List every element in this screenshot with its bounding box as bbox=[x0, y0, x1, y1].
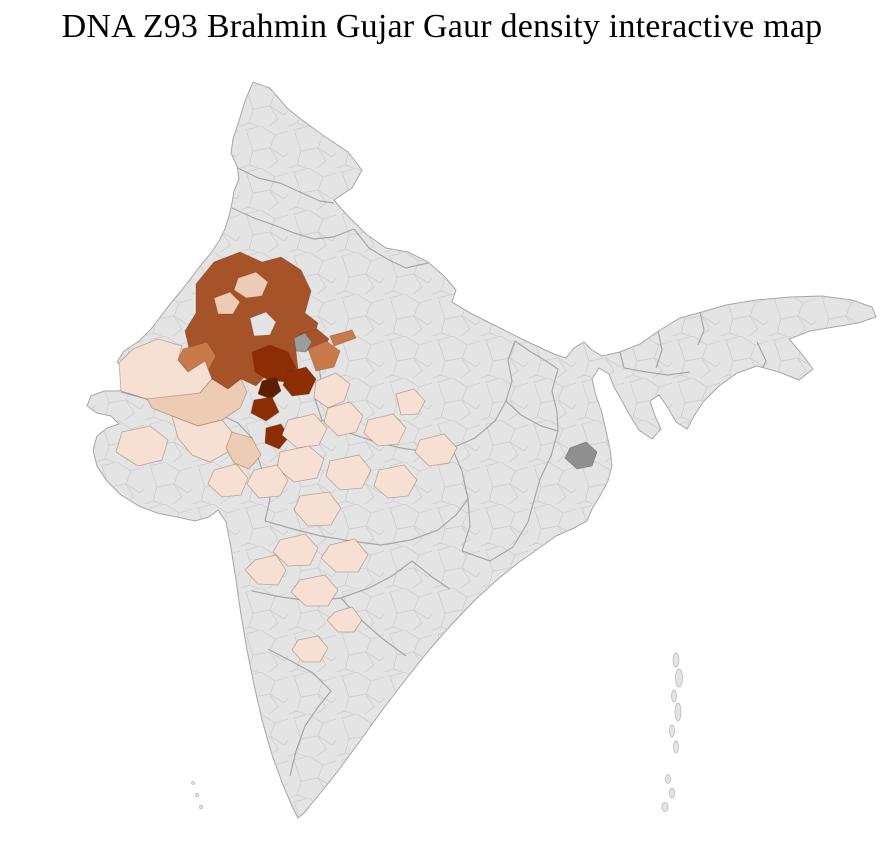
district-shape[interactable] bbox=[272, 533, 319, 567]
district-shape[interactable] bbox=[320, 538, 369, 573]
district-shape[interactable] bbox=[363, 413, 407, 447]
district-shape[interactable] bbox=[325, 454, 372, 491]
district-shape[interactable] bbox=[207, 463, 249, 498]
district-shape[interactable] bbox=[293, 332, 313, 353]
district-shape[interactable] bbox=[414, 433, 458, 467]
district-shape[interactable] bbox=[246, 464, 289, 499]
page-title: DNA Z93 Brahmin Gujar Gaur density inter… bbox=[61, 8, 823, 45]
district-shape[interactable] bbox=[293, 491, 342, 527]
andaman-nicobar-islands[interactable] bbox=[661, 652, 683, 812]
district-shape[interactable] bbox=[282, 366, 317, 397]
district-shape[interactable] bbox=[213, 291, 241, 315]
district-shape[interactable] bbox=[146, 378, 248, 427]
district-shape[interactable] bbox=[244, 554, 287, 586]
gray-districts bbox=[293, 332, 598, 470]
district-shape[interactable] bbox=[395, 388, 426, 416]
district-shape[interactable] bbox=[225, 431, 262, 470]
district-shape[interactable] bbox=[281, 413, 328, 449]
district-shape[interactable] bbox=[115, 425, 169, 467]
density-districts bbox=[115, 251, 458, 663]
district-shape[interactable] bbox=[323, 401, 364, 437]
district-shape[interactable] bbox=[233, 271, 269, 299]
lakshadweep-islands[interactable] bbox=[191, 781, 203, 809]
district-shape[interactable] bbox=[257, 376, 282, 400]
district-shape[interactable] bbox=[373, 464, 418, 499]
district-shape[interactable] bbox=[249, 311, 277, 337]
district-shape[interactable] bbox=[171, 415, 233, 463]
district-shape[interactable] bbox=[291, 635, 329, 663]
district-shape[interactable] bbox=[307, 340, 341, 372]
district-shape[interactable] bbox=[329, 329, 357, 347]
district-shape[interactable] bbox=[264, 423, 290, 450]
district-shape[interactable] bbox=[313, 372, 351, 409]
district-shape[interactable] bbox=[250, 396, 280, 422]
district-shape[interactable] bbox=[564, 441, 598, 470]
district-shape[interactable] bbox=[326, 606, 363, 633]
district-shape[interactable] bbox=[290, 574, 339, 607]
